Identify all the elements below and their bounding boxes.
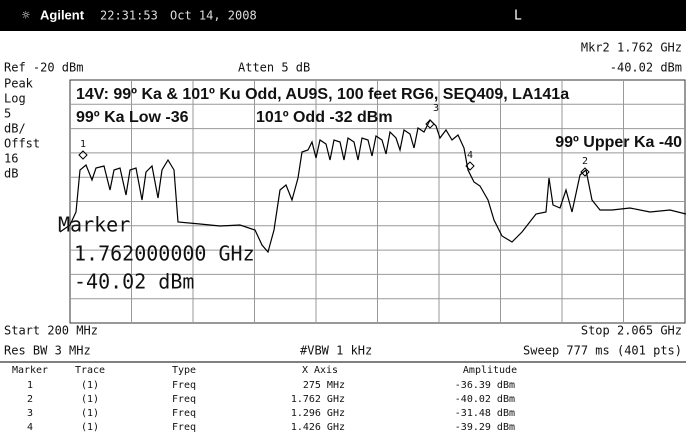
side-label: dB (4, 167, 18, 181)
table-cell: (1) (81, 380, 99, 391)
table-cell: -39.29 dBm (455, 422, 515, 433)
table-cell: Freq (172, 380, 196, 391)
table-header: Trace (75, 365, 105, 376)
marker-readout: Marker (58, 213, 130, 237)
marker-freq: Mkr2 1.762 GHz (581, 41, 682, 55)
marker-id: 1 (80, 139, 86, 150)
start-freq: Start 200 MHz (4, 324, 98, 338)
marker-amp: -40.02 dBm (610, 61, 682, 75)
sweep: Sweep 777 ms (401 pts) (523, 344, 682, 358)
marker-readout: -40.02 dBm (74, 270, 194, 294)
sun-icon: ☼ (22, 9, 30, 24)
table-cell: 275 MHz (303, 380, 345, 391)
table-cell: -31.48 dBm (455, 408, 515, 419)
marker-diamond (580, 167, 590, 177)
table-cell: 1.296 GHz (291, 408, 345, 419)
vbw: #VBW 1 kHz (300, 344, 372, 358)
side-label: Offst (4, 137, 40, 151)
marker-diamond (78, 150, 88, 160)
table-cell: (1) (81, 394, 99, 405)
table-cell: 1.762 GHz (291, 394, 345, 405)
table-cell: (1) (81, 408, 99, 419)
table-header: Type (172, 365, 196, 376)
table-cell: Freq (172, 408, 196, 419)
side-label: 5 (4, 107, 11, 121)
mode: L (514, 9, 522, 24)
rbw: Res BW 3 MHz (4, 344, 91, 358)
graticule (70, 80, 685, 323)
table-cell: -36.39 dBm (455, 380, 515, 391)
table-cell: 2 (27, 394, 33, 405)
marker-readout: 1.762000000 GHz (74, 242, 255, 266)
attenuation: Atten 5 dB (238, 61, 310, 75)
table-cell: 4 (27, 422, 33, 433)
table-cell: 1.426 GHz (291, 422, 345, 433)
annotation-upper: 99º Upper Ka -40 (555, 134, 682, 151)
time: 22:31:53 (100, 9, 158, 23)
date: Oct 14, 2008 (170, 9, 257, 23)
table-header: Marker (12, 365, 48, 376)
ref-level: Ref -20 dBm (4, 61, 83, 75)
marker-id: 2 (582, 156, 588, 167)
marker-table: Marker Trace Type X Axis Amplitude 1 (1) Freq 27… (12, 365, 517, 433)
annotation-odd: 101º Odd -32 dBm (256, 109, 393, 126)
trace (59, 118, 686, 254)
marker-id: 3 (433, 103, 439, 114)
top-bar (0, 0, 686, 31)
marker-diamond (425, 119, 435, 129)
side-label: dB/ (4, 122, 26, 136)
side-label: Peak (4, 77, 34, 91)
table-header: Amplitude (463, 365, 517, 376)
table-header: X Axis (302, 365, 338, 376)
annotation-title: 14V: 99º Ka & 101º Ku Odd, AU9S, 100 fee… (76, 86, 569, 103)
side-label: 16 (4, 152, 18, 166)
table-cell: 3 (27, 408, 33, 419)
table-cell: -40.02 dBm (455, 394, 515, 405)
table-cell: Freq (172, 394, 196, 405)
table-cell: Freq (172, 422, 196, 433)
table-cell: (1) (81, 422, 99, 433)
marker-diamond (465, 161, 475, 171)
table-cell: 1 (27, 380, 33, 391)
brand: Agilent (40, 7, 85, 22)
stop-freq: Stop 2.065 GHz (581, 324, 682, 338)
side-label: Log (4, 92, 26, 106)
annotation-ka-low: 99º Ka Low -36 (76, 109, 189, 126)
marker-id: 4 (467, 150, 473, 161)
